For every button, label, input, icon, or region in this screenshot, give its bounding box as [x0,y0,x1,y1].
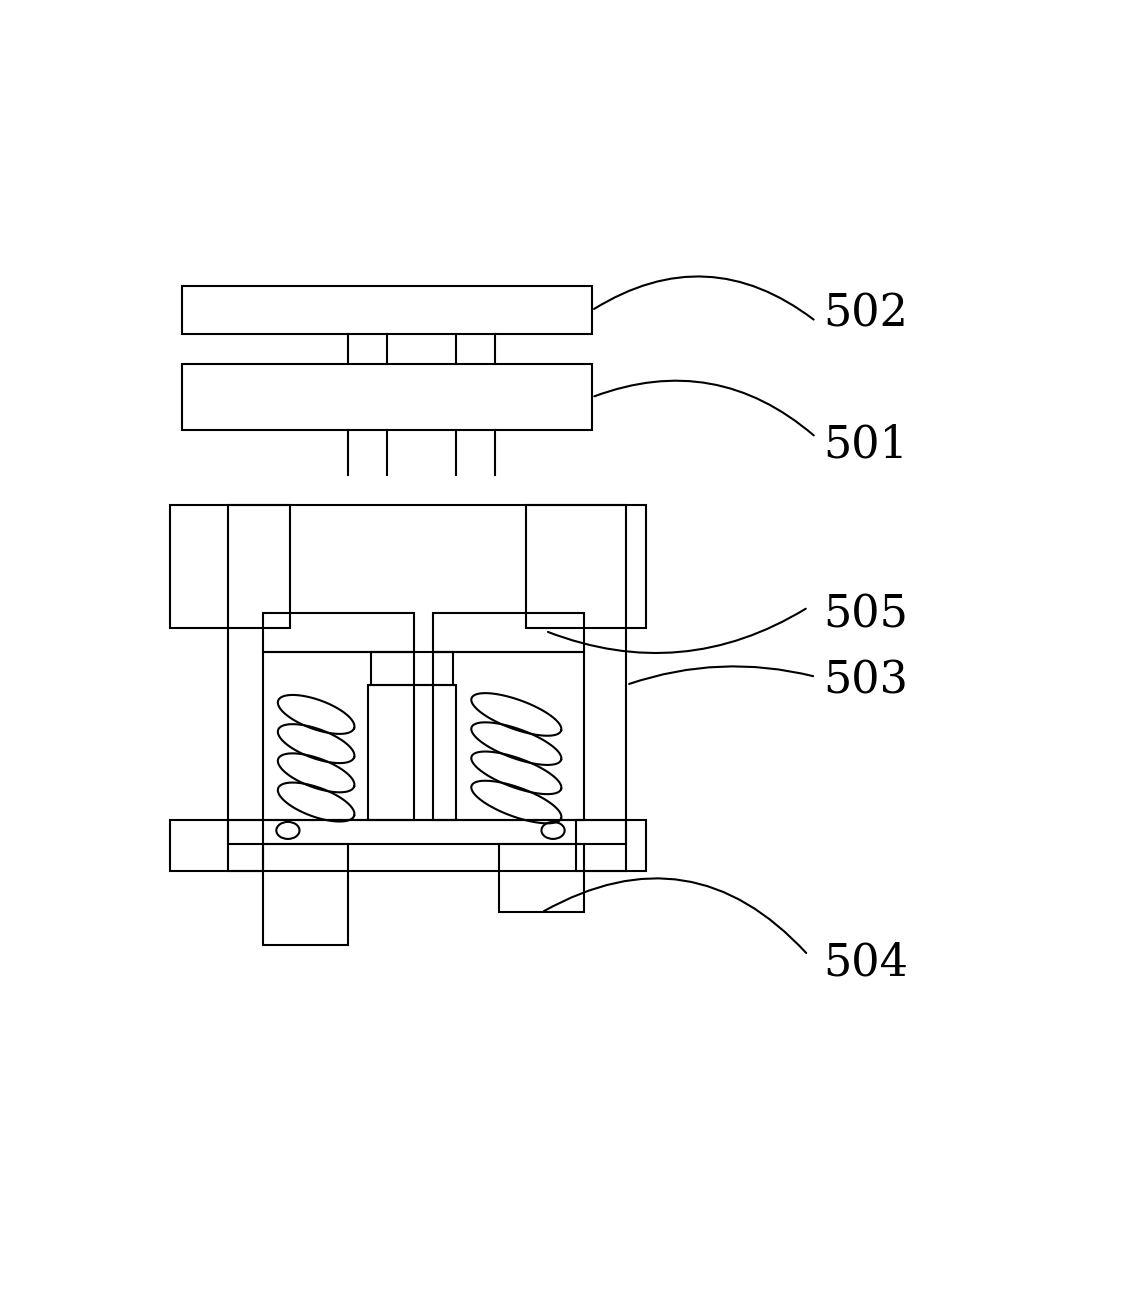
Text: 503: 503 [824,659,908,702]
Text: 501: 501 [824,423,908,466]
Bar [434,613,584,652]
Bar [372,652,453,685]
Bar [576,820,646,871]
Text: 502: 502 [824,292,908,335]
Bar [526,505,646,628]
Bar [171,820,263,871]
Bar [171,505,290,628]
Bar [228,820,626,844]
Bar [434,652,584,820]
Bar [367,685,457,820]
Text: 504: 504 [824,941,908,984]
Bar [228,505,626,871]
Bar [499,844,584,913]
Text: 505: 505 [824,594,908,637]
Bar [182,286,592,335]
Bar [182,365,592,430]
Bar [263,652,414,820]
Bar [263,844,349,945]
Bar [263,613,414,652]
